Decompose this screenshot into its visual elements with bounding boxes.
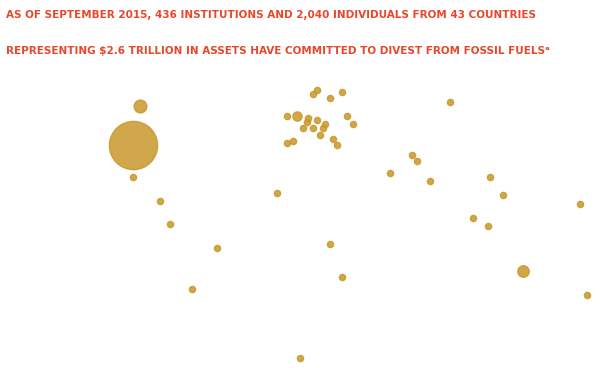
Point <box>575 202 585 208</box>
Point <box>469 215 478 220</box>
Point <box>312 117 322 123</box>
Point <box>412 158 421 164</box>
Point <box>187 286 196 292</box>
Point <box>445 99 455 105</box>
Point <box>484 223 493 229</box>
Point <box>295 355 305 361</box>
Point <box>312 87 322 93</box>
Point <box>342 113 352 119</box>
Point <box>128 142 138 148</box>
Point <box>499 192 508 198</box>
Point <box>485 174 495 180</box>
Point <box>425 178 435 184</box>
Point <box>272 190 281 195</box>
Point <box>302 119 311 125</box>
Point <box>282 113 292 119</box>
Point <box>282 141 292 146</box>
Point <box>292 113 301 119</box>
Point <box>308 91 318 97</box>
Point <box>299 125 308 131</box>
Point <box>518 269 528 275</box>
Point <box>289 138 298 144</box>
Point <box>308 125 318 131</box>
Point <box>128 174 138 180</box>
Point <box>165 221 175 227</box>
Point <box>319 125 328 131</box>
Point <box>385 170 395 176</box>
Text: REPRESENTING $2.6 TRILLION IN ASSETS HAVE COMMITTED TO DIVEST FROM FOSSIL FUELSᵃ: REPRESENTING $2.6 TRILLION IN ASSETS HAV… <box>6 46 550 56</box>
Point <box>329 137 338 142</box>
Point <box>304 115 313 121</box>
Point <box>135 103 145 109</box>
Point <box>349 121 358 127</box>
Point <box>325 95 335 101</box>
Point <box>212 245 221 251</box>
Point <box>582 292 592 298</box>
Point <box>407 152 416 158</box>
Point <box>332 142 341 148</box>
Point <box>337 89 346 95</box>
Point <box>325 241 335 247</box>
Point <box>315 132 325 138</box>
Point <box>337 275 346 280</box>
Point <box>320 121 330 127</box>
Point <box>155 198 165 204</box>
Text: AS OF SEPTEMBER 2015, 436 INSTITUTIONS AND 2,040 INDIVIDUALS FROM 43 COUNTRIES: AS OF SEPTEMBER 2015, 436 INSTITUTIONS A… <box>6 10 536 20</box>
